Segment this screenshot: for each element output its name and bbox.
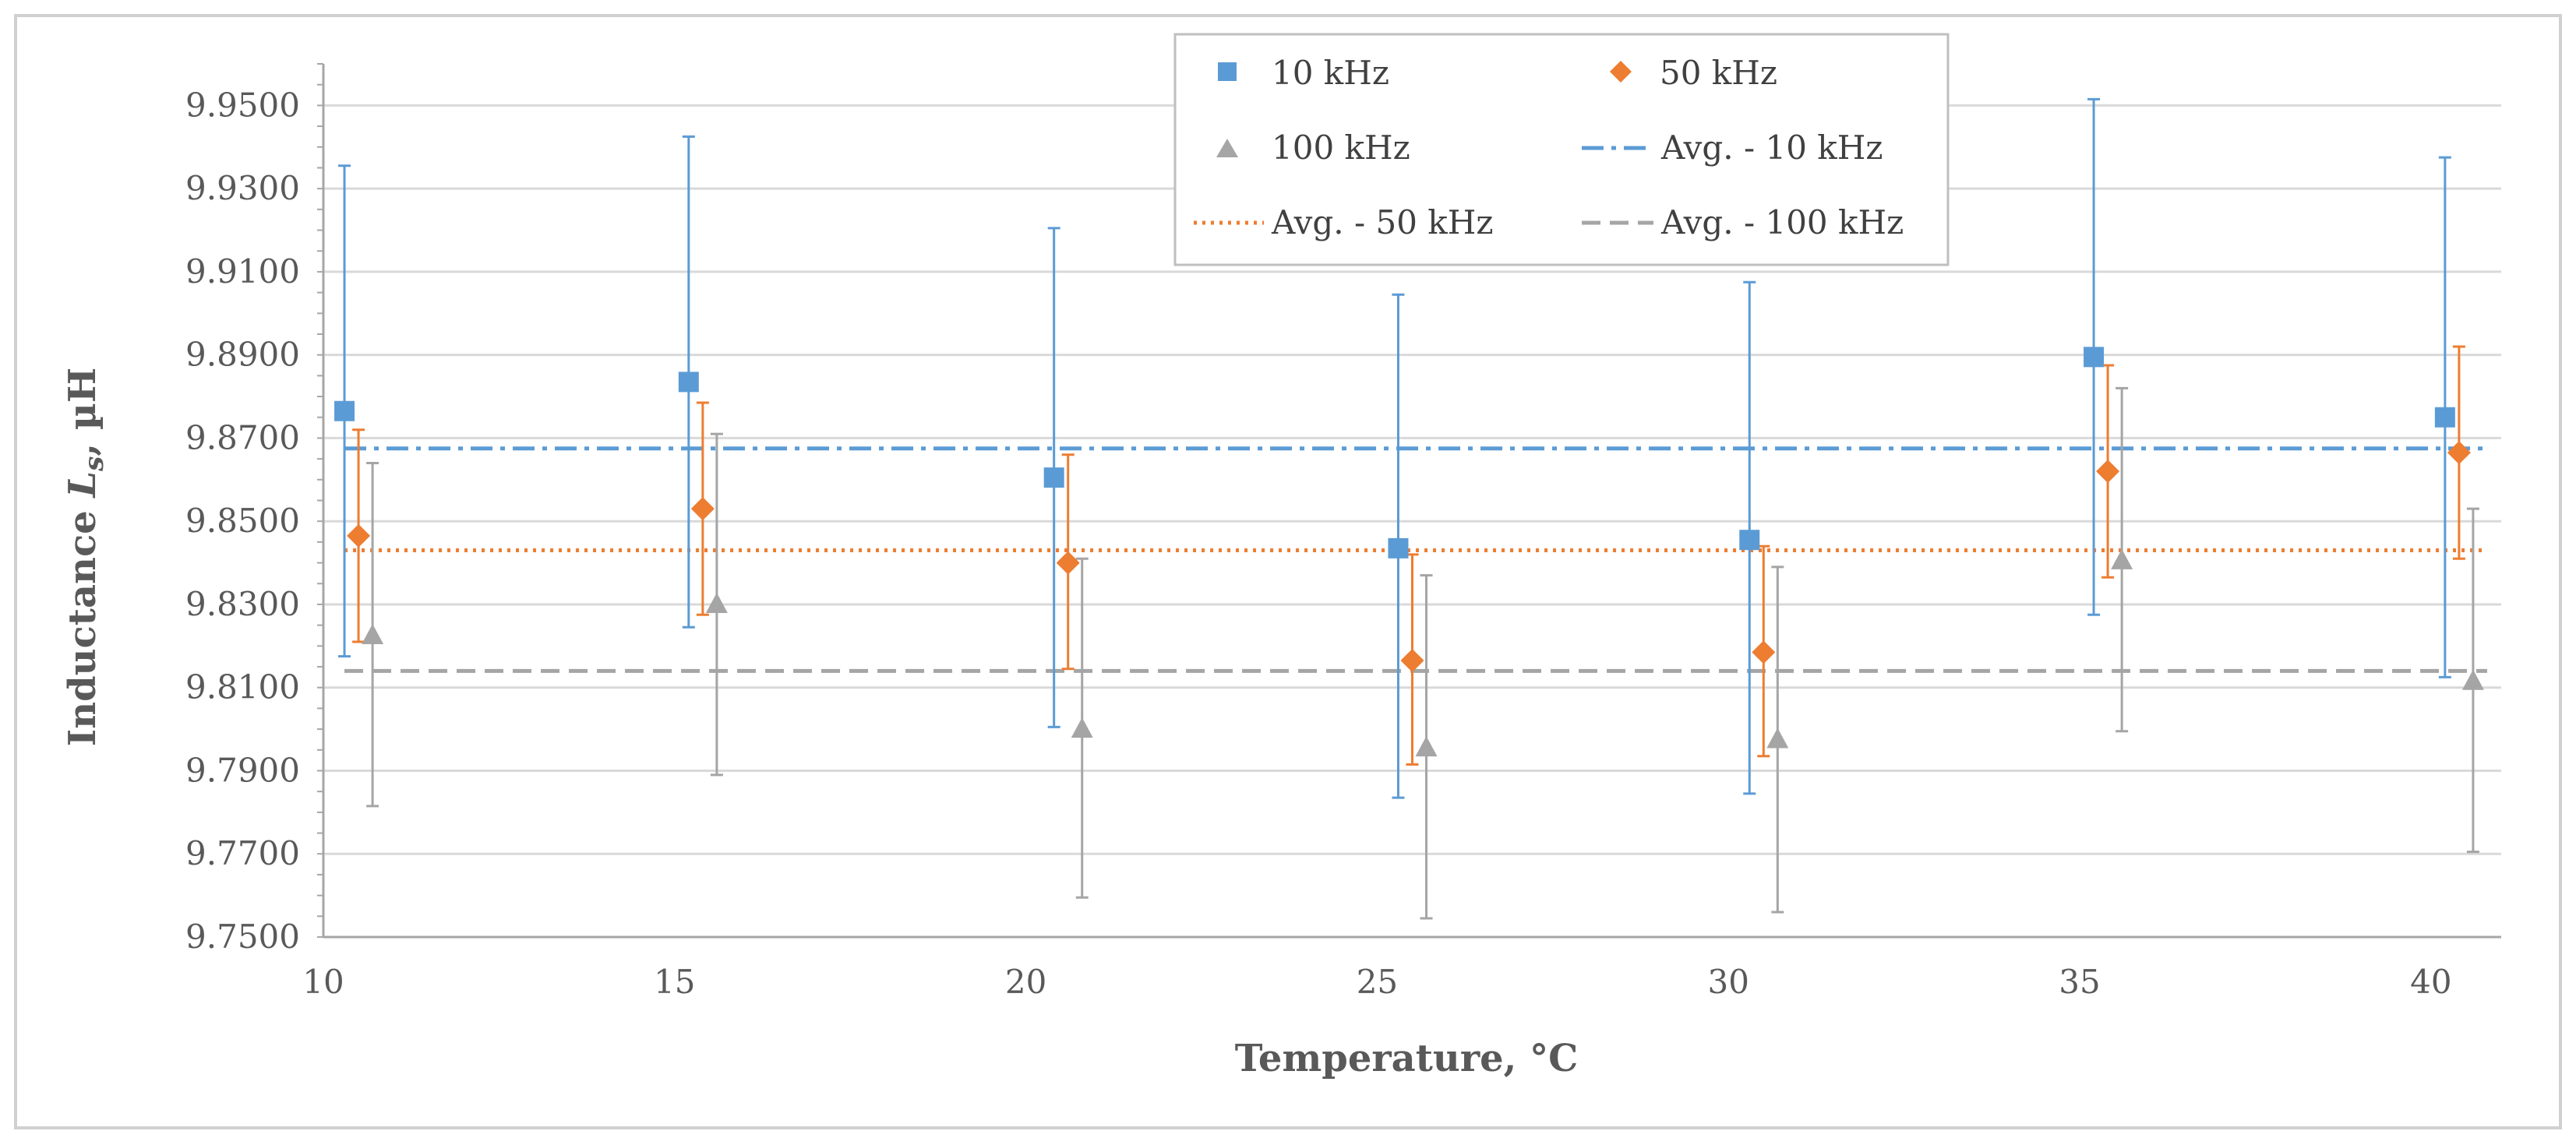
data-point-diamond (2096, 460, 2120, 484)
data-point-diamond (1056, 551, 1080, 575)
data-point-square (334, 400, 355, 421)
y-tick-label: 9.7500 (185, 918, 300, 956)
data-point-diamond (1400, 649, 1424, 673)
data-point-square (1388, 537, 1409, 558)
y-axis-title-suffix: , µH (61, 368, 104, 456)
legend-marker-50khz (1610, 61, 1632, 83)
y-tick-label: 9.7900 (185, 751, 300, 789)
legend-box (1173, 33, 1950, 266)
data-point-square (1739, 530, 1760, 551)
data-point-square (1043, 467, 1064, 488)
legend-label-100khz: 100 kHz (1272, 129, 1410, 167)
legend-marker-10khz (1218, 62, 1237, 81)
data-point-triangle (705, 592, 728, 613)
data-point-triangle (362, 623, 384, 644)
data-point-triangle (1071, 717, 1093, 738)
data-point-square (678, 372, 699, 393)
y-tick-labels: 9.7500 9.7700 9.7900 9.8100 9.8300 9.8500 9.87… (185, 86, 300, 956)
data-point-square (2434, 407, 2455, 428)
y-axis-title: Inductance Ls, µH (61, 368, 110, 747)
x-tick-label: 35 (2059, 963, 2100, 1001)
legend: 10 kHz 50 kHz 100 kHz Avg. - 10 kHz Avg.… (1173, 33, 1950, 266)
x-tick-label: 20 (1005, 963, 1046, 1001)
data-point-triangle (2111, 548, 2133, 569)
x-tick-label: 25 (1357, 963, 1398, 1001)
y-tick-label: 9.8100 (185, 668, 300, 706)
x-tick-labels: 10 15 20 25 30 35 40 (302, 963, 2451, 1001)
y-axis-title-subscript: s (79, 456, 110, 472)
x-tick-label: 40 (2410, 963, 2451, 1001)
y-tick-label: 9.9100 (185, 252, 300, 291)
data-point-diamond (347, 523, 371, 548)
data-point-diamond (1752, 640, 1776, 664)
y-tick-label: 9.9300 (185, 169, 300, 207)
data-point-diamond (2447, 441, 2471, 465)
axes (322, 64, 2501, 939)
y-tick-label: 9.8900 (185, 336, 300, 374)
legend-label-avg-100khz: Avg. - 100 kHz (1660, 203, 1904, 241)
x-axis-title: Temperature, °C (1235, 1037, 1579, 1080)
y-axis-title-prefix: Inductance (61, 498, 104, 747)
data-point-triangle (1415, 736, 1438, 757)
y-tick-label: 9.7700 (185, 834, 300, 872)
legend-label-avg-10khz: Avg. - 10 kHz (1660, 129, 1883, 167)
y-axis-title-variable: L (61, 471, 104, 499)
average-lines (344, 446, 2487, 673)
legend-label-50khz: 50 kHz (1660, 54, 1777, 92)
y-tick-label: 9.8500 (185, 502, 300, 540)
y-tick-label: 9.9500 (185, 86, 300, 124)
data-point-triangle (1766, 728, 1789, 749)
data-point-triangle (2461, 669, 2484, 690)
legend-label-10khz: 10 kHz (1272, 54, 1389, 92)
x-tick-label: 15 (654, 963, 695, 1001)
legend-label-avg-50khz: Avg. - 50 kHz (1271, 203, 1493, 241)
x-tick-label: 10 (302, 963, 344, 1001)
x-tick-label: 30 (1707, 963, 1749, 1001)
y-tick-label: 9.8300 (185, 585, 300, 623)
data-point-square (2084, 347, 2105, 368)
y-tick-label: 9.8700 (185, 418, 300, 456)
data-point-diamond (690, 497, 715, 521)
legend-marker-100khz (1216, 139, 1238, 157)
data-series (334, 97, 2484, 920)
